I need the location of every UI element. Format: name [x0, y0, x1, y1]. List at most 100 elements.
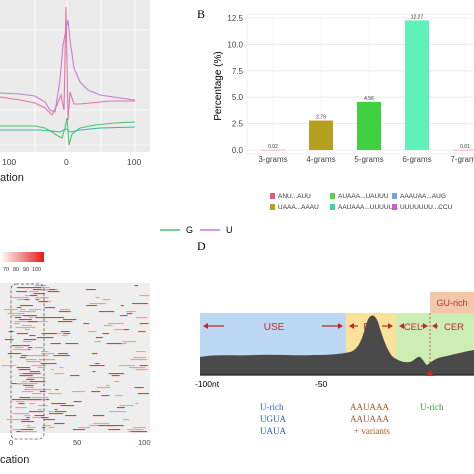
panel-c-heat-cell: [120, 305, 124, 307]
panel-c-heat-cell: [53, 355, 70, 357]
panel-c-heat-cell: [48, 427, 55, 429]
panel-c-heat-cell: [21, 419, 30, 421]
panel-a-legend-g-label: G: [186, 225, 193, 235]
cleavage-site-marker: [426, 370, 434, 376]
panel-c-heat-cell: [19, 375, 26, 377]
panel-c-heat-cell: [85, 289, 96, 291]
panel-c-heat-cell: [26, 373, 41, 375]
panel-b-y-label: Percentage (%): [213, 51, 224, 120]
panel-c-heat-cell: [60, 331, 70, 333]
region-cel-label: CEL: [404, 322, 422, 333]
panel-c-heat-cell: [51, 403, 61, 405]
panel-c-heat-cell: [59, 367, 64, 369]
panel-a-x-tick-2: 0: [64, 157, 69, 167]
panel-c-heat-cell: [17, 287, 33, 289]
panel-c-heat-cell: [11, 345, 22, 347]
panel-c-heat-cell: [25, 387, 35, 389]
panel-c-heat-cell: [114, 381, 120, 383]
panel-c-heat-cell: [32, 361, 42, 363]
panel-b-legend: ANU...AUU AUAAA...UAUUU AAAUAA...AUG UAAA..…: [270, 193, 453, 211]
panel-c-x-tick-50: 50: [73, 438, 81, 447]
panel-c-heat-cell: [21, 399, 37, 401]
panel-c-heat-cell: [19, 373, 27, 375]
panel-c-heat-cell: [44, 419, 55, 421]
panel-c-heat-cell: [19, 297, 29, 299]
panel-c-heat-cell: [18, 369, 31, 371]
panel-c-heat-cell: [109, 411, 126, 413]
panel-c-heat-cell: [11, 399, 21, 401]
panel-c-heat-cell: [54, 423, 65, 425]
panel-c-x-label: cation: [0, 454, 29, 466]
panel-c-heat-cell: [72, 429, 85, 431]
panel-c-heat-cell: [137, 393, 149, 395]
panel-b-value-label: 0.02: [268, 144, 278, 150]
panel-c-heat-cell: [23, 385, 34, 387]
panel-c-x-tick-0: 0: [9, 438, 13, 447]
panel-c-heat-cell: [95, 337, 103, 339]
panel-c-heat-cell: [120, 315, 128, 317]
panel-b-legend-key: [392, 204, 397, 210]
panel-c-heat-cell: [37, 367, 46, 369]
panel-c-heat-cell: [94, 341, 101, 343]
panel-c-heat-cell: [138, 331, 146, 333]
panel-c-heat-cell: [34, 309, 38, 311]
panel-c-heat-cell: [32, 289, 45, 291]
panel-c-heat-cell: [6, 419, 23, 421]
panel-c-heat-cell: [41, 289, 50, 291]
panel-b-value-label: 4.56: [364, 96, 374, 102]
panel-c-heat-cell: [95, 297, 100, 299]
panel-c-heat-cell: [21, 345, 30, 347]
panel-b-value-label: 0.01: [460, 144, 470, 150]
panel-c-heat-cell: [92, 371, 96, 373]
panel-b-legend-key: [270, 204, 275, 210]
panel-c-heat-cell: [128, 367, 146, 369]
panel-c-color-scale: [0, 252, 44, 262]
panel-c-heat-cell: [30, 355, 43, 357]
gu-rich-label: GU-rich: [437, 298, 468, 308]
panel-c-heat-cell: [89, 365, 105, 367]
panel-d: D GU-rich USE PE CEL CER -100nt -50 U-ri…: [195, 239, 474, 436]
panel-c-heat-cell: [63, 333, 71, 335]
panel-c-heat-cell: [30, 421, 35, 423]
panel-c-heat-cell: [29, 317, 33, 319]
panel-c-heat-cell: [139, 323, 149, 325]
panel-c-heat-cell: [89, 425, 104, 427]
panel-c-heat-cell: [65, 415, 77, 417]
panel-b-value-labels: 0.02 2.79 4.56 12.27 0.01: [268, 14, 470, 149]
panel-c-heat-cell: [49, 413, 64, 415]
panel-c-heat-cell: [42, 359, 52, 361]
panel-c-heat-cell: [50, 343, 61, 345]
panel-b-x-ticks: 3-grams 4-grams 5-grams 6-grams 7-grams: [258, 155, 474, 164]
panel-c-heat-cell: [108, 373, 125, 375]
panel-c-heat-cell: [119, 365, 135, 367]
panel-c-heat-cell: [119, 405, 134, 407]
panel-c-heat-cell: [48, 393, 62, 395]
panel-c-heat-cell: [26, 417, 30, 419]
panel-c-heat-cell: [122, 341, 136, 343]
panel-c-heat-cell: [44, 307, 55, 309]
panel-c-heat-cell: [34, 285, 47, 287]
panel-b-y-ticks: 0.0 2.5 5.0 7.5 10.0 12.5: [227, 14, 243, 155]
panel-c-heat-cell: [29, 383, 38, 385]
panel-c-heat-cell: [26, 379, 34, 381]
panel-b-x-tick-label: 3-grams: [258, 155, 287, 164]
panel-c-heat-cell: [31, 397, 49, 399]
panel-c-heatmap-cells: [1, 285, 150, 433]
panel-c-scale-tick-80: 80: [13, 267, 19, 273]
use-motif-2: UGUA: [260, 414, 286, 424]
panel-c-heat-cell: [126, 311, 136, 313]
panel-c-heat-cell: [16, 299, 31, 301]
panel-c-scale-tick-90: 90: [23, 267, 29, 273]
panel-c-heat-cell: [13, 323, 20, 325]
panel-c-heat-cell: [35, 317, 50, 319]
panel-c-heat-cell: [26, 425, 31, 427]
panel-c-heat-cell: [35, 297, 49, 299]
panel-c-heat-cell: [30, 287, 42, 289]
panel-b-y-tick-label: 12.5: [227, 14, 243, 23]
panel-c-heat-cell: [29, 411, 44, 413]
panel-c-heat-cell: [19, 305, 34, 307]
panel-b-bar-4-grams: [309, 120, 333, 150]
panel-c-heat-cell: [130, 431, 147, 433]
panel-b-legend-label: AAAUAA...AUG: [400, 193, 446, 200]
panel-b-legend-key: [392, 193, 397, 199]
